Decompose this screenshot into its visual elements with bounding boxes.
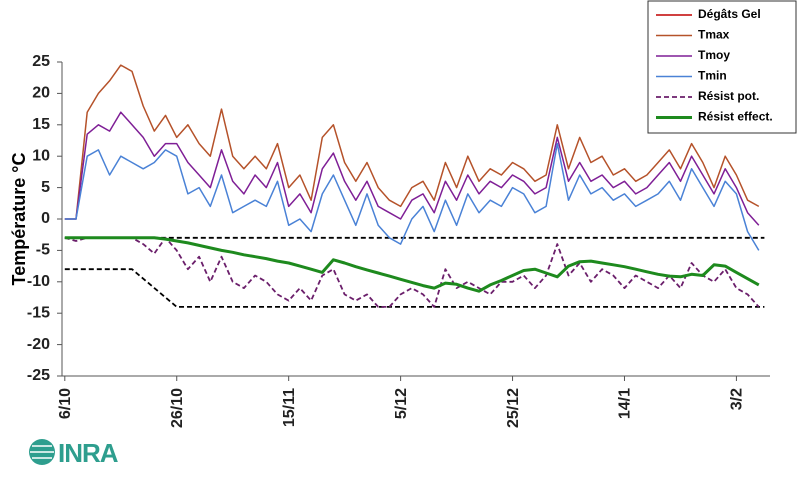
y-tick-label: -15 — [27, 304, 50, 321]
y-tick-label: 10 — [32, 147, 50, 164]
y-tick-label: -5 — [36, 242, 50, 259]
legend-label: Dégâts Gel — [698, 7, 761, 21]
logo-icon-lines — [30, 445, 54, 459]
y-axis-label: Température °C — [9, 153, 29, 286]
y-tick-label: 5 — [41, 179, 50, 196]
x-tick-label: 6/10 — [57, 388, 74, 419]
series-line — [64, 236, 760, 308]
legend-label: Résist effect. — [698, 110, 773, 124]
series-line — [64, 142, 760, 251]
x-tick-label: 15/11 — [281, 388, 298, 427]
reference-line — [64, 268, 765, 308]
y-tick-label: 25 — [32, 53, 50, 70]
y-tick-label: 0 — [41, 210, 50, 227]
x-tick-label: 25/12 — [505, 388, 522, 428]
x-tick-label: 26/10 — [169, 388, 186, 428]
series-line — [64, 64, 760, 220]
series-line — [64, 111, 760, 226]
y-tick-label: -25 — [27, 367, 50, 384]
legend-box — [647, 0, 797, 134]
logo-text: INRA — [58, 438, 119, 468]
legend-label: Tmin — [698, 69, 727, 83]
x-tick-label: 14/1 — [617, 388, 634, 419]
y-tick-label: -20 — [27, 336, 50, 353]
y-tick-label: 15 — [32, 116, 50, 133]
logo: INRA — [29, 438, 120, 468]
y-tick-label: -10 — [27, 273, 50, 290]
legend-label: Tmoy — [698, 48, 730, 62]
series-line — [64, 236, 760, 293]
x-tick-label: 3/2 — [729, 388, 746, 410]
legend-label: Tmax — [698, 28, 730, 42]
x-tick-label: 5/12 — [393, 388, 410, 419]
legend-label: Résist pot. — [698, 89, 759, 103]
y-tick-label: 20 — [32, 85, 50, 102]
